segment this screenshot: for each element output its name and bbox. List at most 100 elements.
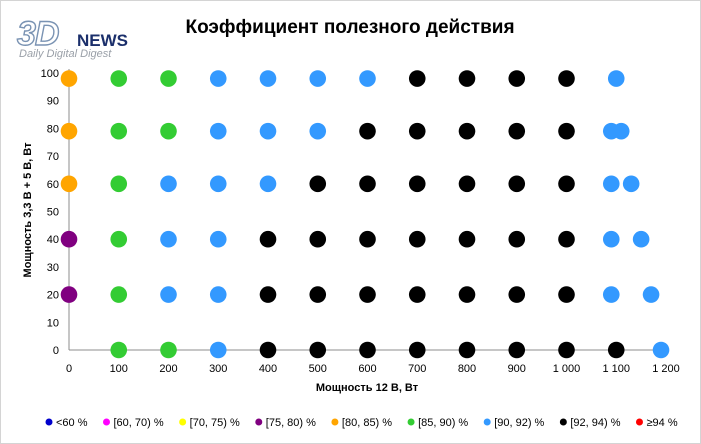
data-point (607, 341, 625, 359)
data-point (309, 70, 327, 87)
data-point (558, 175, 575, 193)
data-point (259, 341, 277, 359)
data-point (209, 341, 227, 359)
data-point (458, 230, 476, 248)
x-axis-label: Мощность 12 В, Вт (316, 382, 419, 394)
x-tick-label: 800 (458, 363, 476, 375)
y-tick-label: 0 (53, 345, 59, 357)
x-tick-label: 1 200 (652, 363, 680, 375)
chart-legend: <60 % [60, 70) % [70, 75) % [75, 80) % [80, … (45, 417, 678, 429)
y-tick-label: 50 (47, 207, 59, 219)
data-point (110, 230, 128, 248)
data-point (458, 175, 476, 193)
x-tick-label: 200 (159, 363, 177, 375)
data-point (60, 70, 78, 87)
data-point (359, 70, 376, 87)
legend-marker (255, 418, 263, 426)
legend-item: ≥94 % (635, 417, 678, 429)
x-tick-label: 1 100 (602, 363, 630, 375)
y-tick-label: 60 (47, 179, 59, 191)
data-point (602, 230, 620, 248)
data-point (160, 230, 177, 248)
data-point (259, 230, 277, 248)
data-point (458, 286, 476, 303)
data-point (259, 70, 277, 87)
legend-marker (483, 418, 491, 426)
data-point (60, 122, 78, 140)
data-point (408, 286, 426, 303)
data-point (359, 286, 376, 303)
legend-item: <60 % (45, 417, 88, 429)
legend-label: [75, 80) % (266, 417, 316, 429)
data-point (309, 286, 327, 303)
data-point (110, 122, 128, 140)
data-point (209, 122, 227, 140)
legend-item: [85, 90) % (407, 417, 468, 429)
data-point (602, 286, 620, 303)
data-point (60, 230, 78, 248)
data-point (259, 122, 277, 140)
y-tick-label: 90 (47, 96, 59, 108)
x-tick-label: 600 (358, 363, 376, 375)
data-point (309, 175, 327, 193)
data-point (160, 70, 177, 87)
data-point (652, 341, 670, 359)
data-point (558, 70, 575, 87)
data-point (508, 122, 526, 140)
data-point (209, 230, 227, 248)
x-tick-label: 0 (66, 363, 72, 375)
data-point (359, 175, 376, 193)
data-point (160, 122, 177, 140)
legend-item: [92, 94) % (559, 417, 621, 429)
x-tick-label: 400 (259, 363, 277, 375)
y-tick-label: 30 (47, 262, 59, 274)
data-point (558, 286, 575, 303)
legend-label: <60 % (56, 417, 88, 429)
legend-label: [90, 92) % (494, 417, 544, 429)
data-point (209, 175, 227, 193)
legend-marker (331, 418, 339, 426)
data-point (408, 122, 426, 140)
legend-item: [90, 92) % (483, 417, 545, 429)
data-point (60, 286, 78, 303)
data-point (408, 230, 426, 248)
tick-labels: 0 100 200 300 400 500 600 700 800 900 1 000 1 100 1 … (41, 68, 680, 375)
data-point (160, 341, 177, 359)
data-point (508, 286, 526, 303)
chart-axes (68, 69, 666, 351)
y-tick-label: 10 (47, 317, 59, 329)
y-tick-label: 100 (41, 68, 59, 80)
legend-item: [60, 70) % (103, 417, 164, 429)
y-tick-label: 20 (47, 290, 59, 302)
data-point (110, 70, 128, 87)
data-point (160, 175, 177, 193)
site-logo: 3D NEWS Daily Digital Digest (16, 14, 147, 64)
y-tick-label: 70 (47, 151, 59, 163)
data-point (632, 230, 650, 248)
data-point (359, 341, 376, 359)
data-point (259, 286, 277, 303)
data-point (642, 286, 660, 303)
y-tick-label: 40 (47, 234, 59, 246)
data-point (408, 175, 426, 193)
x-tick-label: 900 (508, 363, 526, 375)
legend-label: [70, 75) % (190, 417, 240, 429)
legend-label: [80, 85) % (342, 417, 392, 429)
logo-mark: 3D (16, 14, 60, 53)
data-point (558, 230, 575, 248)
legend-label: ≥94 % (646, 417, 677, 429)
data-point (60, 175, 78, 193)
legend-marker (635, 418, 643, 426)
data-point (508, 341, 526, 359)
data-point (458, 341, 476, 359)
x-tick-label: 700 (408, 363, 426, 375)
data-point (607, 70, 625, 87)
legend-marker (559, 418, 567, 426)
data-point (110, 286, 128, 303)
x-tick-label: 300 (209, 363, 227, 375)
legend-marker (407, 418, 415, 426)
data-point (110, 175, 128, 193)
x-tick-label: 500 (309, 363, 327, 375)
legend-item: [75, 80) % (255, 417, 316, 429)
data-point (508, 175, 526, 193)
